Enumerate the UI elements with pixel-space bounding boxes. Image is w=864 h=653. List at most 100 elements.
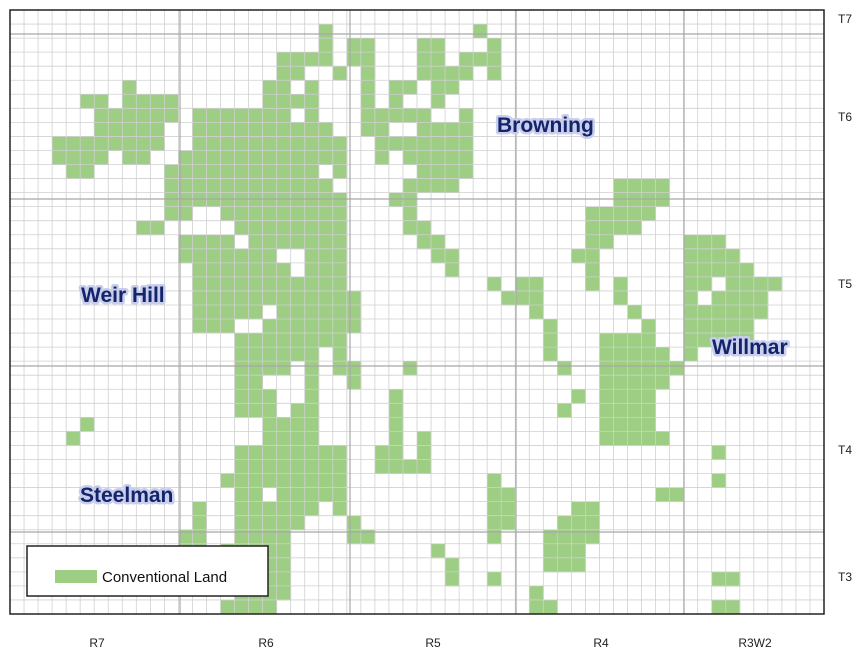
land-parcel [402,206,418,222]
range-label-r6: R6 [258,636,274,650]
land-parcel [711,445,727,460]
land-parcel [66,431,81,446]
land-parcel [487,571,502,587]
land-parcel [388,94,404,109]
land-parcel [192,276,348,292]
land-parcel [360,66,376,81]
land-parcel [557,403,572,418]
land-parcel [304,248,348,264]
land-parcel [234,389,278,404]
land-parcel [318,38,334,53]
township-label-t4: T4 [838,443,852,457]
land-parcel [683,234,727,250]
land-parcel [599,375,671,390]
land-parcel [571,389,586,404]
land-parcel [459,52,502,67]
range-label-r4: R4 [593,636,609,650]
township-label-t6: T6 [838,110,852,124]
land-parcel [374,136,474,151]
region-label-willmar: Willmar [712,336,788,359]
land-parcel [346,375,362,390]
land-parcel [220,206,348,222]
land-parcel [332,66,348,81]
land-parcel [683,262,755,278]
land-parcel [711,473,727,488]
township-label-t7: T7 [838,12,852,26]
land-parcel [304,361,320,376]
section-grid [10,10,824,614]
land-parcel [613,290,628,306]
map-frame [9,9,825,615]
legend-swatch [55,570,97,583]
land-parcel [318,24,334,39]
land-parcel [683,347,699,362]
land-parcel [683,290,699,306]
land-parcel [262,319,362,334]
land-parcel [360,80,376,95]
land-parcel [402,361,418,376]
land-parcel [613,276,628,292]
land-parcel [192,136,348,151]
land-parcel [192,262,292,278]
land-parcel [641,319,656,334]
land-parcel [599,347,671,362]
land-parcel [192,501,207,517]
land-parcel [585,276,600,292]
land-parcel [543,347,558,362]
land-parcel [332,347,348,362]
land-parcel [599,431,671,446]
land-parcel [445,571,460,587]
land-parcel [543,557,586,573]
land-parcel [402,150,474,165]
land-parcel [585,206,656,222]
land-parcel [417,431,432,446]
land-parcel [543,543,586,559]
land-parcel [304,108,320,123]
land-parcel [332,164,348,179]
land-parcel [248,234,348,250]
land-parcel [122,80,137,95]
land-parcel [487,66,502,81]
range-label-r5: R5 [425,636,441,650]
land-parcel [557,515,600,531]
land-parcel [445,557,460,573]
land-parcel [388,389,404,404]
legend-label: Conventional Land [102,569,227,586]
township-label-t5: T5 [838,277,852,291]
land-parcel [360,94,376,109]
land-parcel [557,361,572,376]
land-parcel [501,290,544,306]
land-parcel [529,585,544,601]
land-parcel [332,501,348,517]
land-parcel [543,319,558,334]
land-parcel [234,515,306,531]
land-parcel [220,473,348,488]
land-parcel [80,417,95,432]
land-parcel [276,487,348,503]
land-parcel [164,192,348,208]
land-parcel [431,94,446,109]
land-parcel [192,319,235,334]
land-parcel [94,122,165,137]
region-label-browning: Browning [497,114,594,137]
land-parcel [388,431,404,446]
range-label-r3w2: R3W2 [738,636,772,650]
land-parcel [487,473,502,488]
land-parcel [178,248,278,264]
region-label-weir-hill: Weir Hill [81,284,165,307]
land-parcel [487,276,502,292]
range-label-r7: R7 [89,636,105,650]
land-parcel [192,304,264,320]
land-parcel [192,108,207,123]
land-parcel [417,445,432,460]
land-parcel [304,80,320,95]
land-parcel [234,403,278,418]
land-parcel [388,403,404,418]
land-parcel [487,529,502,545]
land-parcel [304,375,320,390]
land-parcel [543,333,558,348]
region-label-steelman: Steelman [80,484,173,507]
land-parcel [473,24,488,39]
land-parcel [374,150,390,165]
land-parcel [346,515,362,531]
